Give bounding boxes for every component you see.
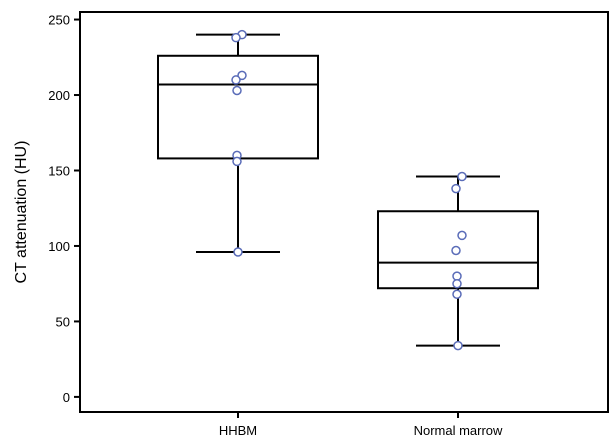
data-point	[457, 230, 467, 241]
x-axis: HHBM Normal marrow	[219, 412, 503, 437]
plot-frame	[79, 11, 609, 413]
y-axis: 0 50 100 150 200 250	[48, 13, 80, 405]
x-tick-label: Normal marrow	[414, 423, 503, 437]
data-point	[457, 171, 467, 182]
box-group	[377, 171, 539, 351]
data-point	[231, 75, 241, 85]
data-point	[452, 289, 462, 300]
y-tick-label: 250	[48, 13, 70, 28]
data-point	[232, 85, 242, 96]
y-tick-label: 100	[48, 239, 70, 254]
y-tick-label: 150	[48, 163, 70, 178]
data-point	[231, 32, 241, 43]
data-point	[233, 247, 243, 257]
y-tick-label: 50	[56, 314, 70, 329]
data-point	[452, 278, 462, 289]
y-tick-label: 0	[63, 390, 70, 405]
data-point	[453, 340, 463, 351]
box-group	[157, 29, 319, 257]
y-axis-title: CT attenuation (HU)	[13, 141, 30, 284]
data-point	[451, 245, 461, 256]
data-point	[451, 183, 461, 194]
x-tick-label: HHBM	[219, 423, 257, 437]
data-point	[232, 156, 242, 167]
box-series	[157, 29, 539, 351]
y-tick-label: 200	[48, 88, 70, 103]
iqr-box	[157, 54, 319, 160]
